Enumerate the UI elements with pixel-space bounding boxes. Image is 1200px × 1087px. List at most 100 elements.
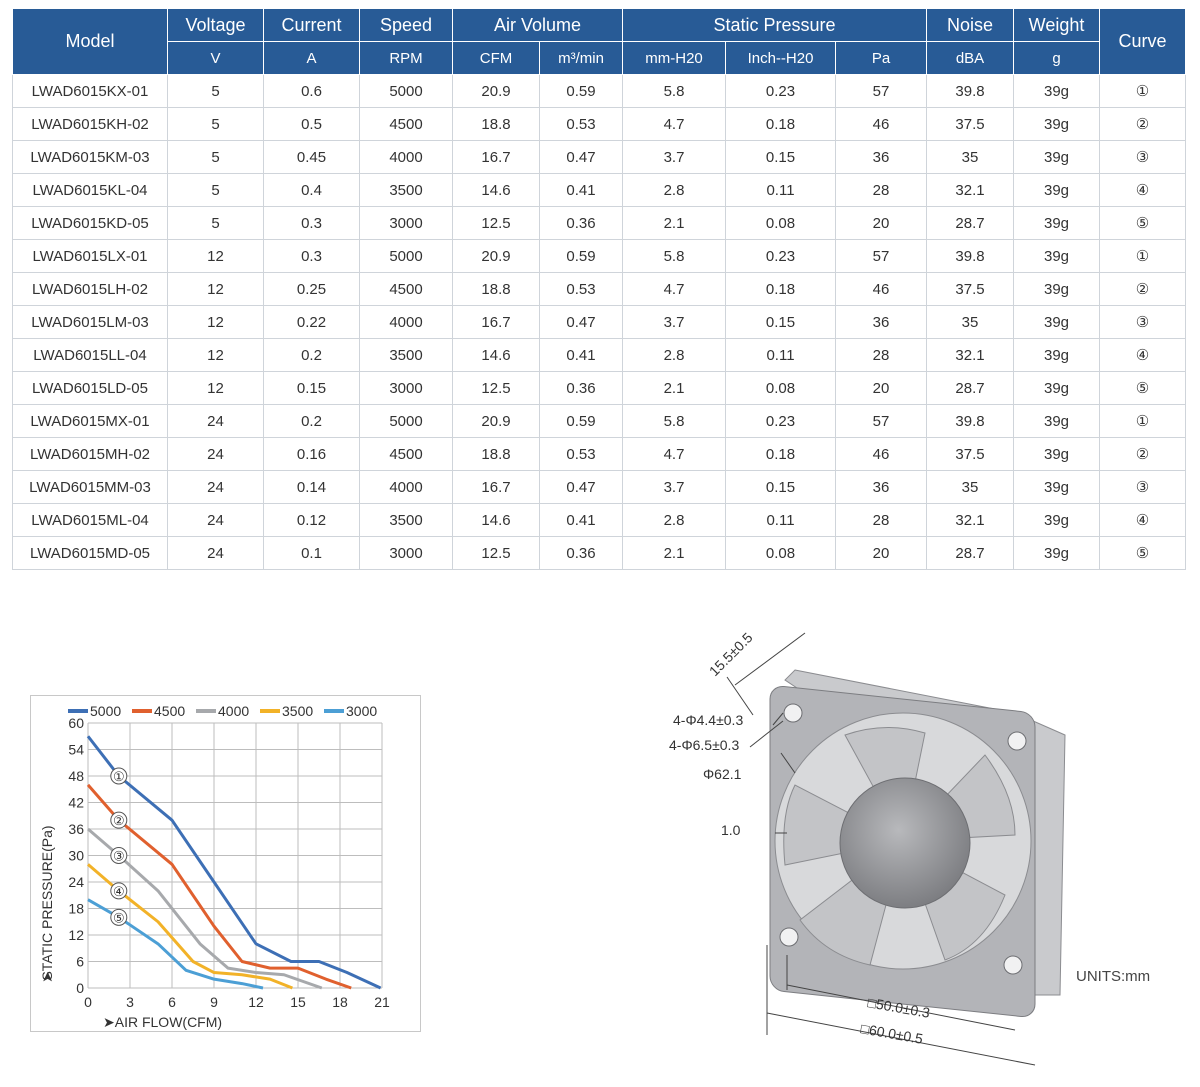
table-cell: 0.11 (725, 173, 837, 207)
table-cell: 39g (1013, 272, 1101, 306)
x-tick-label: 9 (210, 994, 218, 1010)
y-tick-label: 48 (68, 768, 84, 784)
table-cell: 36 (835, 470, 928, 504)
table-cell: 57 (835, 74, 928, 108)
table-row: LWAD6015LL-04 12 0.2 3500 14.6 0.41 2.8 0.11 28 3… (12, 338, 1187, 372)
table-cell: 5 (167, 206, 264, 240)
legend-label: 4500 (154, 703, 185, 719)
table-cell: 0.3 (263, 239, 360, 273)
units-note: UNITS:mm (1076, 968, 1151, 985)
legend-label: 3000 (346, 703, 377, 719)
table-cell: 14.6 (452, 338, 540, 372)
fan-hub (839, 777, 971, 909)
table-row: LWAD6015KH-02 5 0.5 4500 18.8 0.53 4.7 0.18 46 37… (12, 107, 1187, 141)
table-cell: 16.7 (452, 305, 540, 339)
table-cell: 46 (835, 272, 928, 306)
legend-label: 3500 (282, 703, 313, 719)
table-cell: 32.1 (926, 503, 1015, 537)
fan-dimension-drawing: 15.5±0.5 4-Φ4.4±0.3 4-Φ6.5±0.3 Φ62.1 1.0… (669, 629, 1066, 1066)
table-cell: 2.1 (622, 371, 727, 405)
table-cell: 0.59 (538, 404, 624, 438)
table-cell: 24 (167, 470, 264, 504)
table-cell: 12 (167, 239, 264, 273)
table-cell: 39g (1013, 437, 1101, 471)
table-cell: 0.1 (263, 536, 360, 570)
table-cell: 14.6 (452, 173, 540, 207)
table-cell: 0.4 (263, 173, 360, 207)
table-cell: 36 (835, 140, 928, 174)
model-cell: LWAD6015MH-02 (12, 437, 168, 471)
unit-header: RPM (359, 41, 453, 75)
header-model: Model (12, 8, 168, 75)
table-cell: 12.5 (452, 371, 540, 405)
x-axis-label: ➤AIR FLOW(CFM) (103, 1014, 222, 1030)
table-cell: ④ (1099, 338, 1187, 372)
header-curve: Curve (1099, 8, 1187, 75)
unit-header: mm-H20 (622, 41, 727, 75)
table-cell: 0.47 (538, 470, 624, 504)
table-cell: 0.23 (725, 239, 837, 273)
header-speed: Speed (359, 8, 453, 42)
table-cell: 0.59 (538, 74, 624, 108)
table-cell: 37.5 (926, 107, 1015, 141)
unit-header: A (263, 41, 360, 75)
table-cell: ⑤ (1099, 206, 1187, 240)
table-cell: ⑤ (1099, 371, 1187, 405)
table-cell: 3500 (359, 503, 453, 537)
table-cell: 57 (835, 239, 928, 273)
table-cell: 0.08 (725, 536, 837, 570)
table-cell: 0.36 (538, 206, 624, 240)
model-cell: LWAD6015LX-01 (12, 239, 168, 273)
curve-marker-label: ⑤ (113, 910, 125, 925)
table-cell: 35 (926, 305, 1015, 339)
table-cell: 28.7 (926, 206, 1015, 240)
dim-frame: □60.0±0.5 (859, 1020, 924, 1047)
table-cell: 28.7 (926, 371, 1015, 405)
y-tick-label: 18 (68, 901, 84, 917)
table-cell: ④ (1099, 503, 1187, 537)
table-cell: 0.15 (263, 371, 360, 405)
y-tick-label: 54 (68, 742, 84, 758)
table-cell: 0.08 (725, 371, 837, 405)
table-cell: 39g (1013, 338, 1101, 372)
table-cell: 37.5 (926, 272, 1015, 306)
table-cell: 39g (1013, 173, 1101, 207)
table-cell: 20.9 (452, 404, 540, 438)
table-cell: 3000 (359, 536, 453, 570)
table-row: LWAD6015KX-01 5 0.6 5000 20.9 0.59 5.8 0.23 57 39… (12, 74, 1187, 108)
table-cell: 2.8 (622, 338, 727, 372)
table-body: LWAD6015KX-01 5 0.6 5000 20.9 0.59 5.8 0.23 57 39… (12, 74, 1187, 570)
unit-header: m³/min (538, 41, 624, 75)
table-cell: ③ (1099, 305, 1187, 339)
table-row: LWAD6015MH-02 24 0.16 4500 18.8 0.53 4.7 0.18 46… (12, 437, 1187, 471)
table-cell: 5 (167, 74, 264, 108)
curve-marker-label: ③ (113, 849, 125, 864)
curve-marker (110, 811, 128, 829)
table-cell: 0.36 (538, 371, 624, 405)
y-axis-arrow: ➤ (39, 971, 55, 983)
table-cell: 0.11 (725, 338, 837, 372)
table-cell: 0.18 (725, 272, 837, 306)
table-cell: 0.47 (538, 140, 624, 174)
dim-diameter: Φ62.1 (703, 766, 742, 782)
table-cell: 0.36 (538, 536, 624, 570)
table-cell: 0.41 (538, 173, 624, 207)
table-cell: 4.7 (622, 107, 727, 141)
table-cell: 39.8 (926, 239, 1015, 273)
table-cell: 0.22 (263, 305, 360, 339)
table-cell: ② (1099, 107, 1187, 141)
table-cell: 28 (835, 173, 928, 207)
table-cell: 12 (167, 338, 264, 372)
table-cell: ② (1099, 437, 1187, 471)
table-cell: 18.8 (452, 272, 540, 306)
header-weight: Weight (1013, 8, 1101, 42)
dimension-lines (726, 632, 1036, 1066)
table-cell: 5000 (359, 239, 453, 273)
table-cell: 5000 (359, 404, 453, 438)
table-cell: 24 (167, 503, 264, 537)
table-cell: ① (1099, 404, 1187, 438)
table-cell: 28 (835, 338, 928, 372)
table-cell: 46 (835, 437, 928, 471)
table-cell: 20 (835, 536, 928, 570)
model-cell: LWAD6015KD-05 (12, 206, 168, 240)
